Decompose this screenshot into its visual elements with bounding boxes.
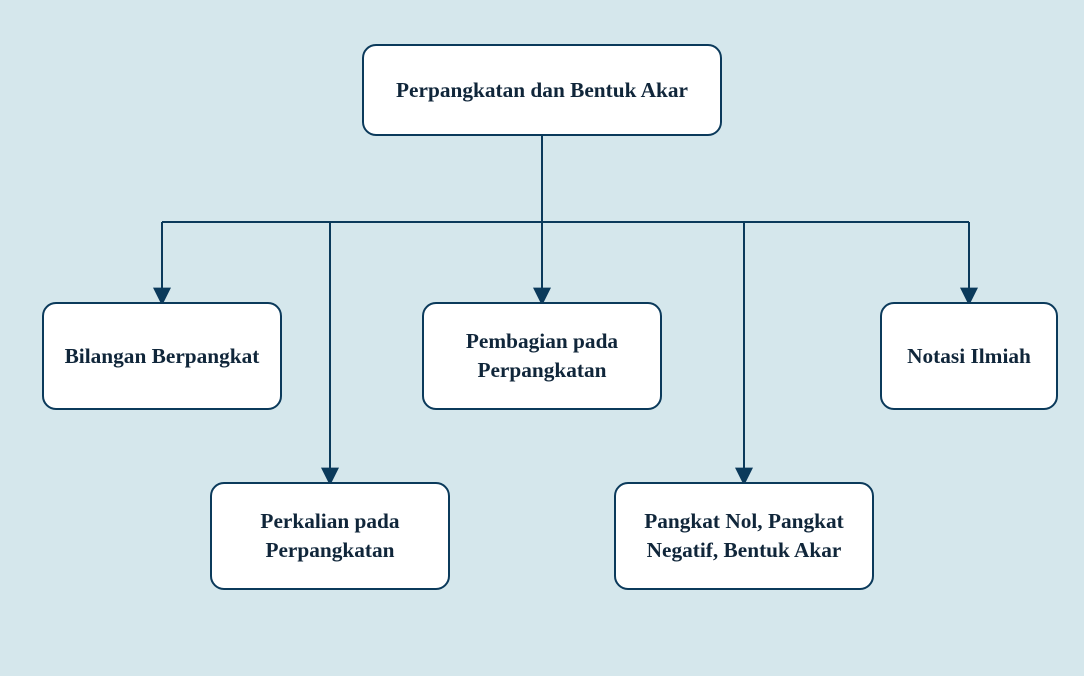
node-n1: Bilangan Berpangkat xyxy=(42,302,282,410)
node-root: Perpangkatan dan Bentuk Akar xyxy=(362,44,722,136)
node-label: Bilangan Berpangkat xyxy=(65,342,260,371)
node-label: Pembagian pada Perpangkatan xyxy=(438,327,646,385)
node-label: Perkalian pada Perpangkatan xyxy=(226,507,434,565)
node-n3: Pembagian pada Perpangkatan xyxy=(422,302,662,410)
node-label: Perpangkatan dan Bentuk Akar xyxy=(396,76,688,105)
flowchart-canvas: Perpangkatan dan Bentuk Akar Bilangan Ber… xyxy=(0,0,1084,676)
node-n5: Notasi Ilmiah xyxy=(880,302,1058,410)
node-label: Pangkat Nol, Pangkat Negatif, Bentuk Aka… xyxy=(630,507,858,565)
node-n2: Perkalian pada Perpangkatan xyxy=(210,482,450,590)
node-label: Notasi Ilmiah xyxy=(907,342,1031,371)
node-n4: Pangkat Nol, Pangkat Negatif, Bentuk Aka… xyxy=(614,482,874,590)
